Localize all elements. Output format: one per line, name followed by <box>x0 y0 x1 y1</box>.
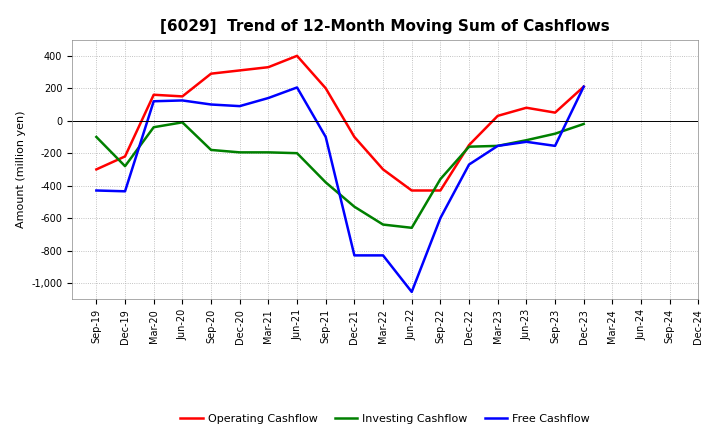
Line: Free Cashflow: Free Cashflow <box>96 87 584 292</box>
Free Cashflow <box>178 98 186 103</box>
Operating Cashflow <box>235 68 244 73</box>
Free Cashflow <box>551 143 559 149</box>
Line: Investing Cashflow: Investing Cashflow <box>96 122 584 228</box>
Investing Cashflow <box>493 143 502 149</box>
Operating Cashflow <box>121 154 130 159</box>
Operating Cashflow <box>379 167 387 172</box>
Investing Cashflow <box>207 147 215 153</box>
Investing Cashflow <box>264 150 273 155</box>
Investing Cashflow <box>235 150 244 155</box>
Operating Cashflow <box>350 134 359 139</box>
Free Cashflow <box>350 253 359 258</box>
Free Cashflow <box>149 99 158 104</box>
Operating Cashflow <box>149 92 158 97</box>
Operating Cashflow <box>580 84 588 89</box>
Operating Cashflow <box>408 188 416 193</box>
Investing Cashflow <box>350 204 359 209</box>
Investing Cashflow <box>321 180 330 185</box>
Free Cashflow <box>580 84 588 89</box>
Title: [6029]  Trend of 12-Month Moving Sum of Cashflows: [6029] Trend of 12-Month Moving Sum of C… <box>161 19 610 34</box>
Y-axis label: Amount (million yen): Amount (million yen) <box>16 110 26 228</box>
Operating Cashflow <box>293 53 302 59</box>
Investing Cashflow <box>149 125 158 130</box>
Investing Cashflow <box>92 134 101 139</box>
Free Cashflow <box>207 102 215 107</box>
Operating Cashflow <box>551 110 559 115</box>
Free Cashflow <box>321 134 330 139</box>
Free Cashflow <box>379 253 387 258</box>
Operating Cashflow <box>264 65 273 70</box>
Operating Cashflow <box>464 143 473 148</box>
Investing Cashflow <box>551 131 559 136</box>
Free Cashflow <box>436 216 445 221</box>
Free Cashflow <box>121 189 130 194</box>
Investing Cashflow <box>121 164 130 169</box>
Operating Cashflow <box>493 113 502 118</box>
Investing Cashflow <box>293 150 302 156</box>
Operating Cashflow <box>522 105 531 110</box>
Operating Cashflow <box>321 86 330 91</box>
Investing Cashflow <box>522 138 531 143</box>
Investing Cashflow <box>436 176 445 182</box>
Free Cashflow <box>464 162 473 167</box>
Free Cashflow <box>522 139 531 144</box>
Free Cashflow <box>235 103 244 109</box>
Operating Cashflow <box>178 94 186 99</box>
Line: Operating Cashflow: Operating Cashflow <box>96 56 584 191</box>
Free Cashflow <box>293 85 302 90</box>
Investing Cashflow <box>408 225 416 231</box>
Investing Cashflow <box>178 120 186 125</box>
Operating Cashflow <box>207 71 215 76</box>
Free Cashflow <box>92 188 101 193</box>
Investing Cashflow <box>464 144 473 149</box>
Operating Cashflow <box>436 188 445 193</box>
Free Cashflow <box>408 289 416 294</box>
Free Cashflow <box>493 143 502 149</box>
Investing Cashflow <box>580 121 588 127</box>
Operating Cashflow <box>92 167 101 172</box>
Investing Cashflow <box>379 222 387 227</box>
Free Cashflow <box>264 95 273 101</box>
Legend: Operating Cashflow, Investing Cashflow, Free Cashflow: Operating Cashflow, Investing Cashflow, … <box>176 410 595 429</box>
